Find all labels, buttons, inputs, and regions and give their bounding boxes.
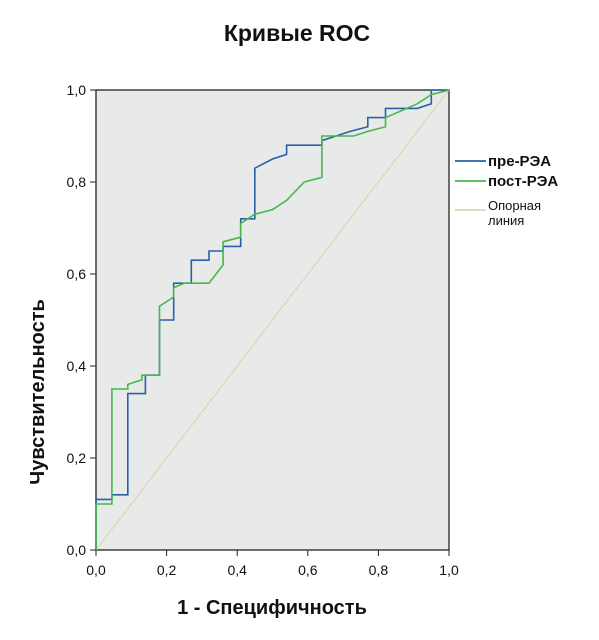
series-line-pre (95, 89, 449, 550)
x-tick-label: 0,8 (369, 562, 389, 578)
chart-title: Кривые ROC (224, 20, 370, 46)
x-tick-label: 0,2 (157, 562, 177, 578)
y-tick-label: 0,6 (67, 266, 87, 282)
series-lines (95, 89, 450, 550)
y-tick-label: 0,8 (67, 174, 87, 190)
y-tick-label: 0,2 (67, 450, 87, 466)
x-tick-label: 0,0 (86, 562, 106, 578)
legend-label-post: пост-РЭА (488, 173, 558, 190)
y-axis-title: Чувствительность (27, 299, 49, 485)
legend-label-pre: пре-РЭА (488, 153, 551, 170)
legend-label-reference: Опорная линия (488, 198, 545, 228)
x-tick-label: 1,0 (439, 562, 459, 578)
y-tick-label: 1,0 (67, 82, 87, 98)
y-axis-ticks: 0,0 0,2 0,4 0,6 0,8 1,0 (67, 82, 96, 558)
x-axis-title: 1 - Специфичность (177, 597, 367, 619)
y-tick-label: 0,4 (67, 358, 87, 374)
reference-line (95, 89, 450, 551)
legend: пре-РЭА пост-РЭА Опорная линия (455, 153, 558, 228)
x-axis-ticks: 0,0 0,2 0,4 0,6 0,8 1,0 (86, 550, 459, 578)
legend-label-reference-line2: линия (488, 213, 524, 228)
reference-line-group (95, 89, 450, 551)
series-line-post (95, 89, 450, 550)
y-tick-label: 0,0 (67, 542, 87, 558)
x-tick-label: 0,6 (298, 562, 318, 578)
legend-label-reference-line1: Опорная (488, 198, 541, 213)
x-tick-label: 0,4 (227, 562, 247, 578)
